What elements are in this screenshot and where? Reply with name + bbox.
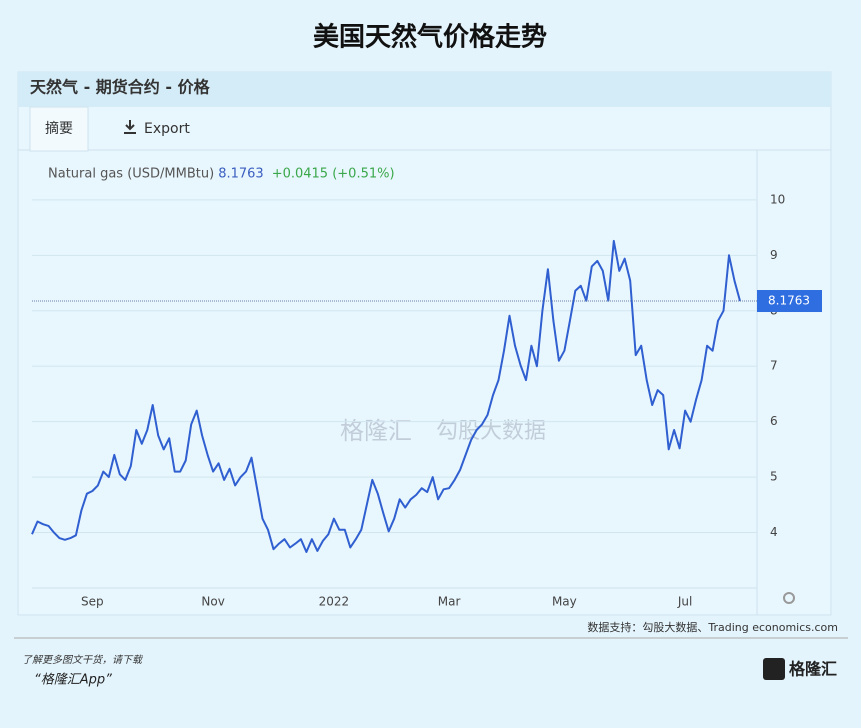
logo-icon bbox=[763, 658, 785, 680]
y-tick-label: 7 bbox=[770, 359, 778, 373]
current-label: 8.1763 bbox=[768, 294, 810, 308]
y-tick-label: 10 bbox=[770, 192, 785, 206]
y-tick-label: 4 bbox=[770, 525, 778, 539]
tab[interactable]: 摘要 bbox=[45, 120, 73, 137]
y-tick-label: 6 bbox=[770, 414, 778, 428]
legend-value: 8.1763 bbox=[218, 167, 264, 182]
footer-app: “格隆汇App” bbox=[34, 673, 112, 688]
tab-active[interactable] bbox=[29, 106, 89, 152]
x-tick-label: Nov bbox=[201, 595, 224, 609]
legend-change: +0.0415 (+0.51%) bbox=[272, 167, 395, 182]
settings-icon[interactable] bbox=[783, 592, 795, 604]
source: 数据支持：勾股大数据、Trading economics.com bbox=[587, 620, 838, 634]
panel-title: 天然气 - 期货合约 - 价格 bbox=[30, 78, 211, 97]
panel-header bbox=[18, 72, 831, 107]
line bbox=[31, 239, 741, 553]
export-icon bbox=[124, 120, 136, 134]
current-box bbox=[757, 290, 822, 313]
legend-name: Natural gas (USD/MMBtu) bbox=[48, 167, 214, 182]
footer-prompt: 了解更多图文干货，请下载 bbox=[22, 654, 144, 666]
x-tick-label: Mar bbox=[438, 595, 461, 609]
logo-text: 格隆汇 bbox=[789, 660, 837, 679]
x-tick-label: 2022 bbox=[319, 595, 350, 609]
watermark-text: 勾股大数据 bbox=[436, 419, 546, 444]
x-tick-label: Jul bbox=[677, 595, 692, 609]
y-tick-label: 9 bbox=[770, 248, 778, 262]
x-tick-label: May bbox=[552, 595, 577, 609]
x-tick-label: Sep bbox=[81, 595, 104, 609]
tab[interactable]: Export bbox=[144, 121, 190, 137]
y-tick-label: 5 bbox=[770, 470, 778, 484]
page-title: 美国天然气价格走势 bbox=[313, 22, 547, 53]
panel bbox=[17, 71, 832, 616]
